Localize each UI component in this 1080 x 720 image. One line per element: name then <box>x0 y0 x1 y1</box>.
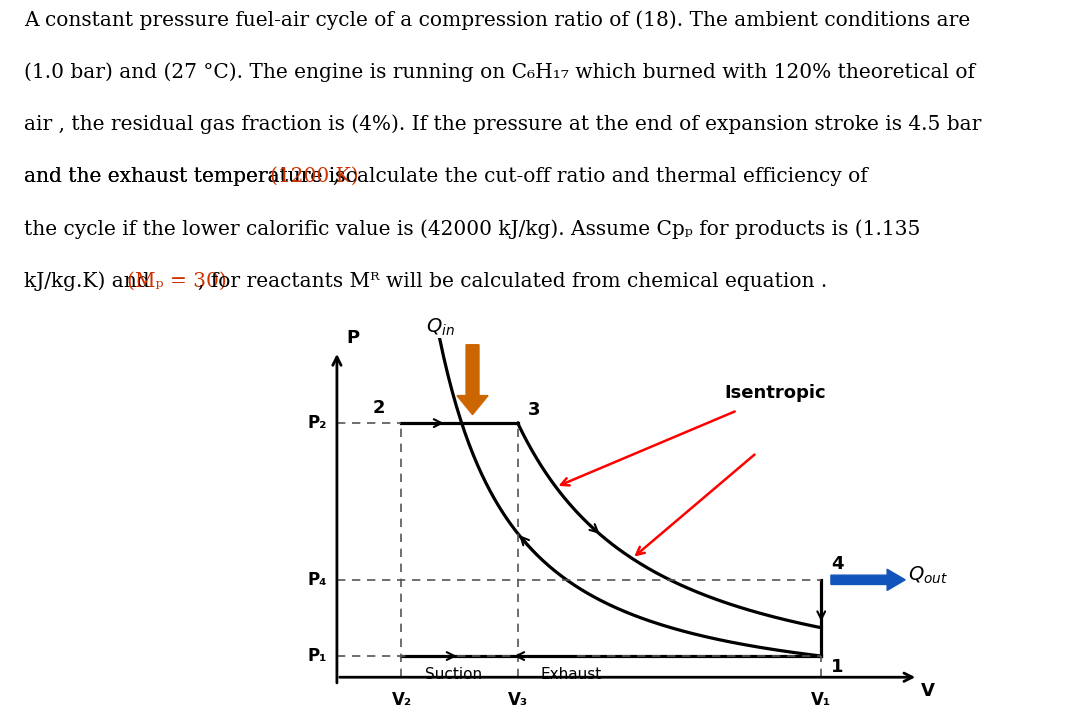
Text: $Q_{in}$: $Q_{in}$ <box>426 317 455 338</box>
Text: Suction: Suction <box>424 667 482 682</box>
Text: (1.0 bar) and (27 °C). The engine is running on C₆H₁₇ which burned with 120% the: (1.0 bar) and (27 °C). The engine is run… <box>24 62 975 82</box>
Text: P: P <box>347 329 360 347</box>
Text: kJ/kg.K) and: kJ/kg.K) and <box>24 271 156 292</box>
Text: 3: 3 <box>527 401 540 419</box>
Text: air , the residual gas fraction is (4%). If the pressure at the end of expansion: air , the residual gas fraction is (4%).… <box>24 114 981 134</box>
Text: , for reactants Mᴿ will be calculated from chemical equation .: , for reactants Mᴿ will be calculated fr… <box>199 271 827 291</box>
Text: V₃: V₃ <box>508 690 528 708</box>
Text: P₂: P₂ <box>308 414 327 432</box>
Text: A constant pressure fuel-air cycle of a compression ratio of (18). The ambient c: A constant pressure fuel-air cycle of a … <box>24 10 970 30</box>
Text: the cycle if the lower calorific value is (42000 kJ/kg). Assume Cpₚ for products: the cycle if the lower calorific value i… <box>24 220 920 239</box>
Text: (1200 K): (1200 K) <box>270 167 359 186</box>
Text: V₁: V₁ <box>811 690 832 708</box>
Text: P₄: P₄ <box>308 571 327 589</box>
Text: Isentropic: Isentropic <box>725 384 826 402</box>
Text: and the exhaust temperature is: and the exhaust temperature is <box>24 167 352 186</box>
Text: $Q_{out}$: $Q_{out}$ <box>908 565 948 586</box>
FancyArrow shape <box>831 570 905 590</box>
Text: V: V <box>921 683 935 701</box>
Text: 4: 4 <box>831 555 843 573</box>
Text: Exhaust: Exhaust <box>540 667 602 682</box>
Text: 1: 1 <box>831 658 843 676</box>
Text: 2: 2 <box>373 399 386 417</box>
Text: V₂: V₂ <box>391 690 411 708</box>
Text: , calculate the cut-off ratio and thermal efficiency of: , calculate the cut-off ratio and therma… <box>334 167 868 186</box>
Text: and the exhaust temperature is: and the exhaust temperature is <box>24 167 352 186</box>
Text: (Mₚ = 30): (Mₚ = 30) <box>127 271 227 291</box>
FancyArrow shape <box>457 345 488 415</box>
Text: P₁: P₁ <box>308 647 327 665</box>
